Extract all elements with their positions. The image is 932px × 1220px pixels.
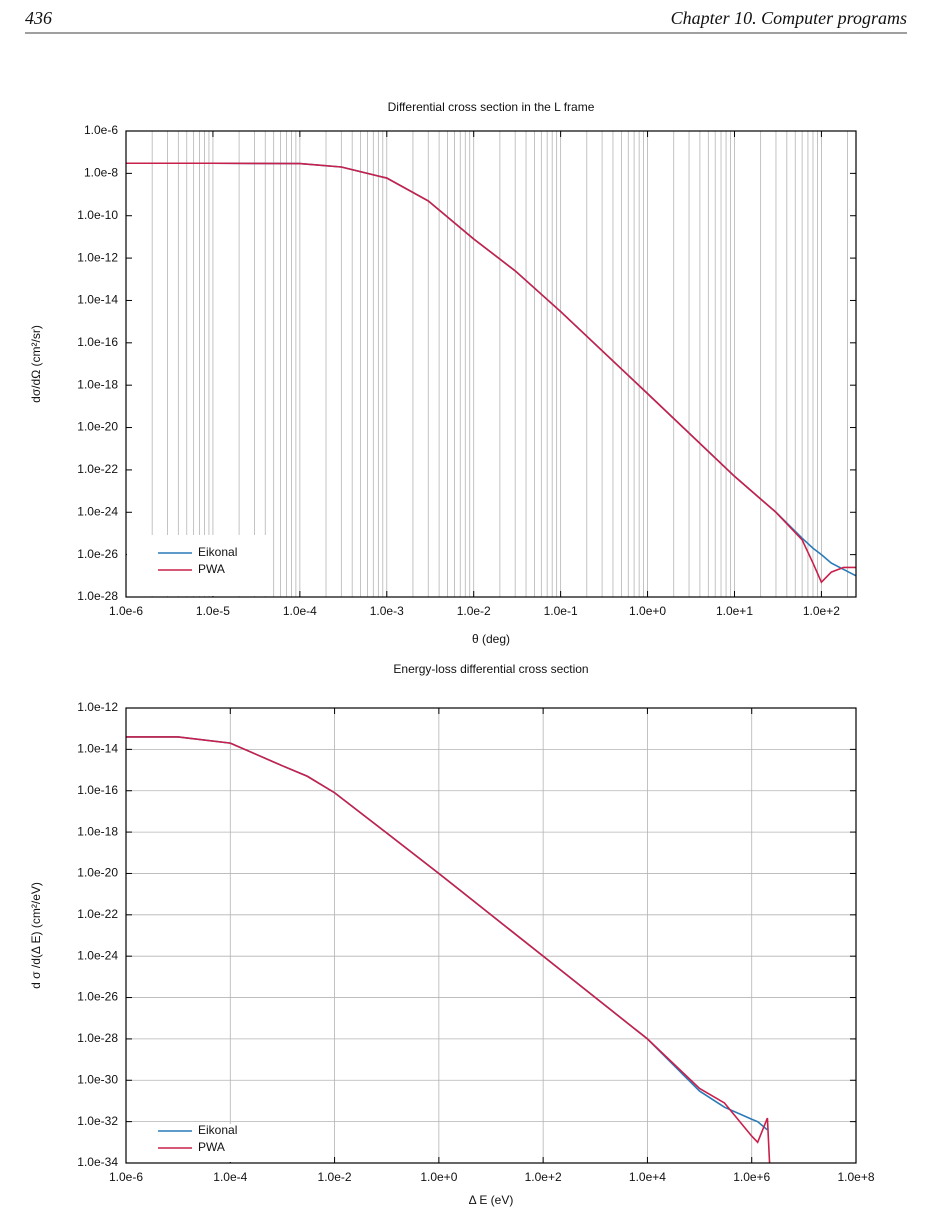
y-tick-label: 1.0e-12 — [77, 700, 118, 714]
y-tick-label: 1.0e-22 — [77, 462, 118, 476]
y-tick-label: 1.0e-18 — [77, 377, 118, 391]
y-tick-label: 1.0e-30 — [77, 1072, 118, 1086]
y-tick-label: 1.0e-26 — [77, 547, 118, 561]
legend-box — [127, 1124, 267, 1162]
y-tick-label: 1.0e-28 — [77, 1031, 118, 1045]
y-tick-label: 1.0e-24 — [77, 948, 118, 962]
x-tick-label: 1.0e+0 — [420, 1170, 457, 1184]
x-tick-label: 1.0e+2 — [525, 1170, 562, 1184]
y-tick-label: 1.0e-32 — [77, 1114, 118, 1128]
series-line — [126, 736, 768, 1131]
x-tick-label: 1.0e+8 — [837, 1170, 874, 1184]
y-tick-label: 1.0e-6 — [84, 123, 118, 137]
y-axis-label: dσ/dΩ (cm²/sr) — [29, 325, 43, 403]
legend-label: Eikonal — [198, 545, 237, 559]
plot-frame — [125, 707, 857, 1164]
y-tick-label: 1.0e-20 — [77, 866, 118, 880]
series-line — [126, 162, 857, 577]
chart-title: Differential cross section in the L fram… — [388, 100, 595, 114]
x-tick-label: 1.0e-1 — [544, 604, 578, 618]
legend-label: PWA — [198, 1140, 225, 1154]
x-tick-label: 1.0e-5 — [196, 604, 230, 618]
chapter-title: Chapter 10. Computer programs — [671, 8, 907, 28]
x-tick-label: 1.0e-2 — [457, 604, 491, 618]
x-axis-label: Δ E (eV) — [469, 1193, 514, 1207]
x-tick-label: 1.0e+2 — [803, 604, 840, 618]
y-tick-label: 1.0e-14 — [77, 742, 118, 756]
y-axis-label: d σ /d(Δ E) (cm²/eV) — [29, 882, 43, 989]
x-tick-label: 1.0e-6 — [109, 1170, 143, 1184]
x-tick-label: 1.0e+1 — [716, 604, 753, 618]
x-tick-label: 1.0e-4 — [283, 604, 317, 618]
y-tick-label: 1.0e-24 — [77, 504, 118, 518]
y-tick-label: 1.0e-8 — [84, 166, 118, 180]
page-number: 436 — [25, 8, 52, 28]
y-tick-label: 1.0e-14 — [77, 293, 118, 307]
legend-box — [127, 535, 267, 596]
plot-frame — [125, 130, 857, 598]
x-tick-label: 1.0e-4 — [213, 1170, 247, 1184]
y-tick-label: 1.0e-28 — [77, 589, 118, 603]
x-tick-label: 1.0e+0 — [629, 604, 666, 618]
x-tick-label: 1.0e-6 — [109, 604, 143, 618]
x-tick-label: 1.0e-3 — [370, 604, 404, 618]
series-line — [126, 162, 856, 584]
x-tick-label: 1.0e+4 — [629, 1170, 666, 1184]
legend-label: PWA — [198, 562, 225, 576]
x-tick-label: 1.0e+6 — [733, 1170, 770, 1184]
legend-label: Eikonal — [198, 1123, 237, 1137]
y-tick-label: 1.0e-12 — [77, 250, 118, 264]
y-tick-label: 1.0e-18 — [77, 824, 118, 838]
y-tick-label: 1.0e-20 — [77, 420, 118, 434]
y-tick-label: 1.0e-26 — [77, 990, 118, 1004]
x-tick-label: 1.0e-2 — [318, 1170, 352, 1184]
y-tick-label: 1.0e-34 — [77, 1155, 118, 1169]
series-line — [126, 736, 771, 1164]
chart-title: Energy-loss differential cross section — [393, 662, 588, 676]
y-tick-label: 1.0e-16 — [77, 335, 118, 349]
y-tick-label: 1.0e-22 — [77, 907, 118, 921]
y-tick-label: 1.0e-10 — [77, 208, 118, 222]
x-axis-label: θ (deg) — [472, 632, 510, 646]
y-tick-label: 1.0e-16 — [77, 783, 118, 797]
